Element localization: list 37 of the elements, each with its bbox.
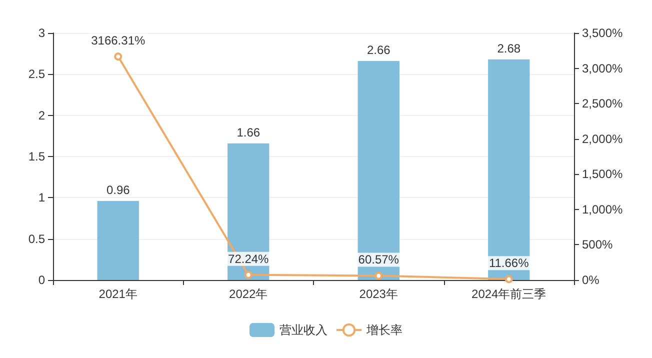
- x-tick-label: 2021年: [98, 287, 138, 301]
- point: [244, 270, 252, 279]
- y-tick-label: 2: [38, 108, 46, 122]
- y2-tick-label: 3,000%: [582, 61, 624, 76]
- y2-tick-label: 1,000%: [582, 202, 624, 216]
- bar: [228, 143, 270, 280]
- y2-tick-label: 2,500%: [582, 96, 624, 111]
- y2-tick-label: 2,000%: [582, 132, 624, 146]
- data-label: 11.66%: [488, 256, 530, 270]
- legend-label: 营业收入: [280, 323, 328, 337]
- bar: [97, 200, 139, 280]
- y2-tick-label: 3,500%: [582, 26, 624, 40]
- y-tick-label: 1: [38, 190, 46, 205]
- data-label: 1.66: [236, 125, 260, 140]
- bar: [488, 59, 530, 280]
- x-tick-label: 2022年: [229, 287, 268, 301]
- data-label: 2.66: [366, 42, 391, 57]
- point: [504, 275, 513, 284]
- y2-tick-label: 1,500%: [582, 167, 624, 182]
- y-tick-label: 3: [38, 26, 46, 40]
- y2-tick-label: 0%: [582, 273, 600, 287]
- legend-label: 增长率: [366, 323, 402, 337]
- y2-tick-label: 500%: [582, 238, 614, 252]
- data-label: 72.24%: [228, 252, 270, 266]
- x-tick-label: 2024年前三季: [472, 287, 546, 301]
- y-tick-label: 0: [38, 273, 46, 287]
- point: [374, 272, 383, 280]
- y-tick-label: 0.5: [28, 232, 46, 246]
- y-tick-label: 2.5: [28, 67, 46, 82]
- y-tick-label: 1.5: [28, 150, 46, 164]
- data-label: 60.57%: [358, 252, 400, 267]
- data-label: 0.96: [106, 182, 130, 197]
- data-label: 2.68: [497, 41, 521, 56]
- point: [114, 52, 122, 61]
- x-tick-label: 2023年: [359, 287, 398, 301]
- data-label: 3166.31%: [91, 34, 146, 48]
- bar: [358, 60, 400, 280]
